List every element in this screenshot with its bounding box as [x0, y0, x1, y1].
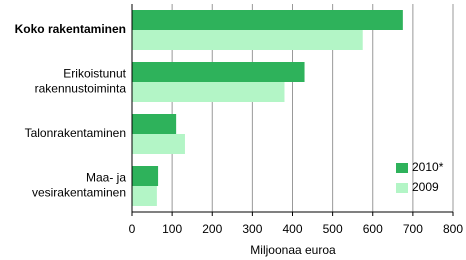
legend-label: 2010*	[412, 160, 444, 174]
bar	[132, 166, 159, 186]
x-tick-label: 100	[162, 222, 182, 236]
bar	[132, 62, 305, 82]
bar	[132, 114, 177, 134]
x-tick-label: 700	[403, 222, 423, 236]
x-tick-label: 800	[443, 222, 463, 236]
x-axis-label: Miljoonaa euroa	[250, 243, 336, 257]
x-tick-label: 0	[129, 222, 136, 236]
x-tick-label: 200	[202, 222, 222, 236]
legend-label: 2009	[412, 180, 439, 194]
bar	[132, 134, 185, 154]
y-tick-label: Koko rakentaminen	[15, 22, 126, 36]
x-tick-label: 500	[323, 222, 343, 236]
y-tick-label: Talonrakentaminen	[25, 126, 126, 140]
legend-swatch	[396, 163, 408, 173]
x-tick-label: 400	[282, 222, 302, 236]
y-tick-label: Erikoistunut rakennustoiminta	[35, 67, 127, 96]
bar	[132, 10, 403, 30]
x-tick-label: 300	[242, 222, 262, 236]
bar	[132, 186, 157, 206]
legend-swatch	[396, 183, 408, 193]
bar	[132, 82, 285, 102]
y-tick-label: Maa- ja vesirakentaminen	[32, 171, 126, 200]
x-tick-label: 600	[363, 222, 383, 236]
bar	[132, 30, 363, 50]
